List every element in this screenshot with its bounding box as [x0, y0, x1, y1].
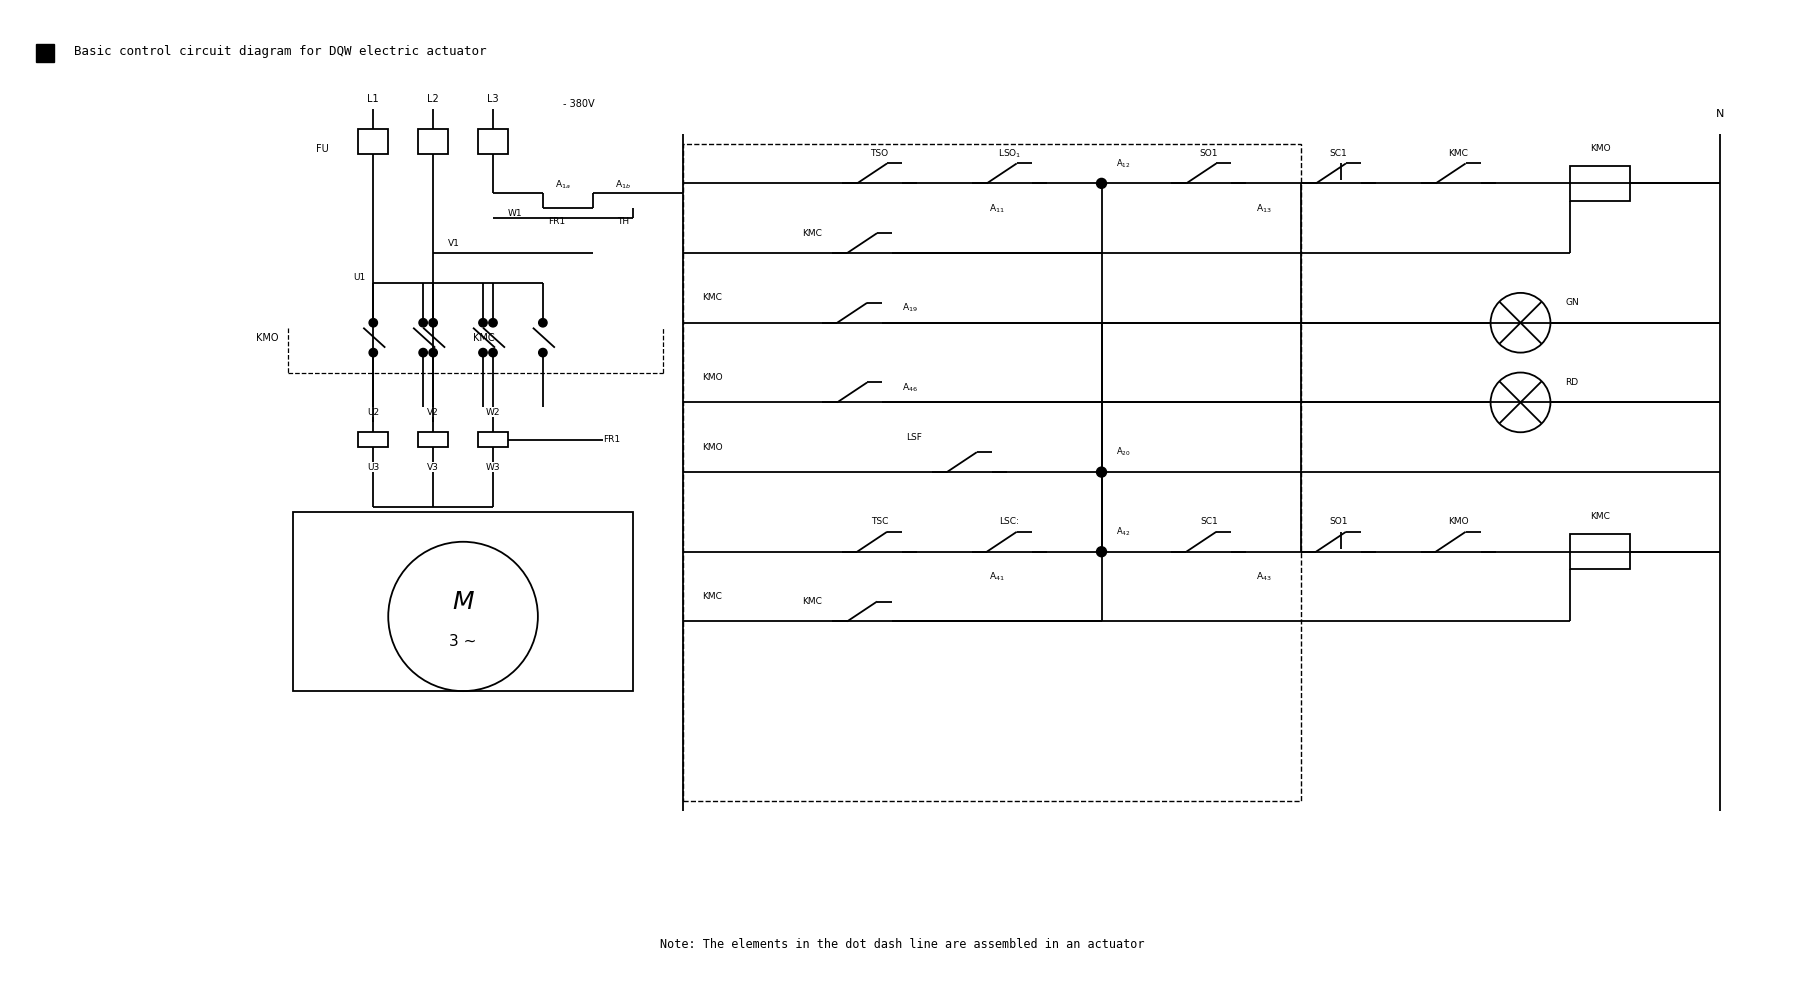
Text: Basic control circuit diagram for DQW electric actuator: Basic control circuit diagram for DQW el… — [74, 45, 487, 58]
Text: KMC: KMC — [1449, 149, 1468, 158]
Text: KMO: KMO — [702, 443, 723, 452]
Circle shape — [489, 319, 498, 327]
Text: A$_{43}$: A$_{43}$ — [1256, 571, 1272, 583]
Text: U2: U2 — [368, 407, 379, 417]
Circle shape — [370, 348, 377, 357]
Circle shape — [1097, 467, 1106, 477]
Text: W1: W1 — [509, 209, 523, 217]
Text: A$_{41}$: A$_{41}$ — [989, 571, 1005, 583]
Text: N: N — [1716, 108, 1725, 119]
Text: U3: U3 — [368, 462, 379, 471]
Text: M: M — [453, 589, 474, 613]
Text: FR1: FR1 — [603, 435, 621, 444]
Text: KMC: KMC — [1591, 513, 1611, 522]
Text: FU: FU — [316, 144, 328, 154]
Text: - 380V: - 380V — [563, 98, 595, 108]
Bar — [682, 144, 1301, 801]
Circle shape — [539, 348, 547, 357]
Text: A$_{46}$: A$_{46}$ — [902, 381, 918, 394]
Text: 3 ~: 3 ~ — [449, 634, 476, 648]
Text: KMC: KMC — [803, 228, 823, 238]
Bar — [359, 129, 388, 154]
Text: LSO$_1$: LSO$_1$ — [998, 148, 1021, 159]
Text: V1: V1 — [447, 238, 460, 248]
Circle shape — [539, 319, 547, 327]
Text: V3: V3 — [428, 462, 438, 471]
Circle shape — [419, 319, 428, 327]
Bar — [478, 129, 509, 154]
Text: SC1: SC1 — [1330, 149, 1348, 158]
Bar — [359, 432, 388, 447]
Text: KMO: KMO — [256, 333, 278, 342]
Text: LSC:: LSC: — [999, 518, 1019, 526]
Circle shape — [1097, 178, 1106, 188]
Text: A$_{1b}$: A$_{1b}$ — [615, 178, 631, 191]
Text: L1: L1 — [368, 93, 379, 103]
Circle shape — [429, 348, 437, 357]
Text: SO1: SO1 — [1330, 518, 1348, 526]
Text: Note: The elements in the dot dash line are assembled in an actuator: Note: The elements in the dot dash line … — [660, 939, 1144, 952]
Circle shape — [1097, 547, 1106, 557]
Text: TH: TH — [617, 216, 630, 225]
Text: KMO: KMO — [702, 373, 723, 382]
Text: RD: RD — [1566, 378, 1578, 387]
Bar — [36, 44, 54, 62]
Text: W3: W3 — [485, 462, 500, 471]
Circle shape — [429, 319, 437, 327]
Text: TSC: TSC — [871, 518, 888, 526]
Text: KMC: KMC — [473, 333, 494, 342]
Text: SC1: SC1 — [1200, 518, 1218, 526]
Text: KMO: KMO — [1449, 518, 1468, 526]
Text: SO1: SO1 — [1200, 149, 1218, 158]
Bar — [478, 432, 509, 447]
Text: V2: V2 — [428, 407, 438, 417]
Text: LSF: LSF — [906, 433, 922, 442]
Text: TSO: TSO — [871, 149, 889, 158]
Text: W2: W2 — [485, 407, 500, 417]
Text: A$_{20}$: A$_{20}$ — [1117, 446, 1131, 459]
Bar — [419, 432, 447, 447]
Circle shape — [478, 348, 487, 357]
Bar — [419, 129, 447, 154]
Text: A$_{42}$: A$_{42}$ — [1117, 525, 1131, 538]
Text: FR1: FR1 — [548, 216, 565, 225]
Text: A$_{1a}$: A$_{1a}$ — [556, 178, 570, 191]
Bar — [294, 512, 633, 691]
Text: U1: U1 — [354, 274, 366, 282]
Bar — [1571, 166, 1631, 201]
Text: L3: L3 — [487, 93, 498, 103]
Text: L2: L2 — [428, 93, 438, 103]
Text: KMC: KMC — [702, 293, 722, 302]
Text: A$_{12}$: A$_{12}$ — [1117, 157, 1131, 169]
Text: KMC: KMC — [702, 592, 722, 601]
Text: KMC: KMC — [803, 597, 823, 606]
Circle shape — [478, 319, 487, 327]
Circle shape — [419, 348, 428, 357]
Circle shape — [370, 319, 377, 327]
Text: A$_{11}$: A$_{11}$ — [989, 202, 1005, 215]
Bar — [1571, 534, 1631, 569]
Text: A$_{13}$: A$_{13}$ — [1256, 202, 1272, 215]
Circle shape — [489, 348, 498, 357]
Text: KMO: KMO — [1589, 144, 1611, 154]
Text: A$_{19}$: A$_{19}$ — [902, 301, 918, 314]
Text: GN: GN — [1566, 298, 1578, 307]
